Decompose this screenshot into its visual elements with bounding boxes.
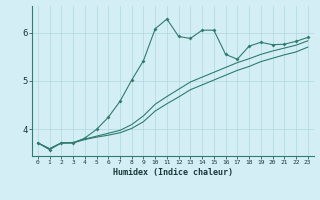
X-axis label: Humidex (Indice chaleur): Humidex (Indice chaleur) [113, 168, 233, 177]
